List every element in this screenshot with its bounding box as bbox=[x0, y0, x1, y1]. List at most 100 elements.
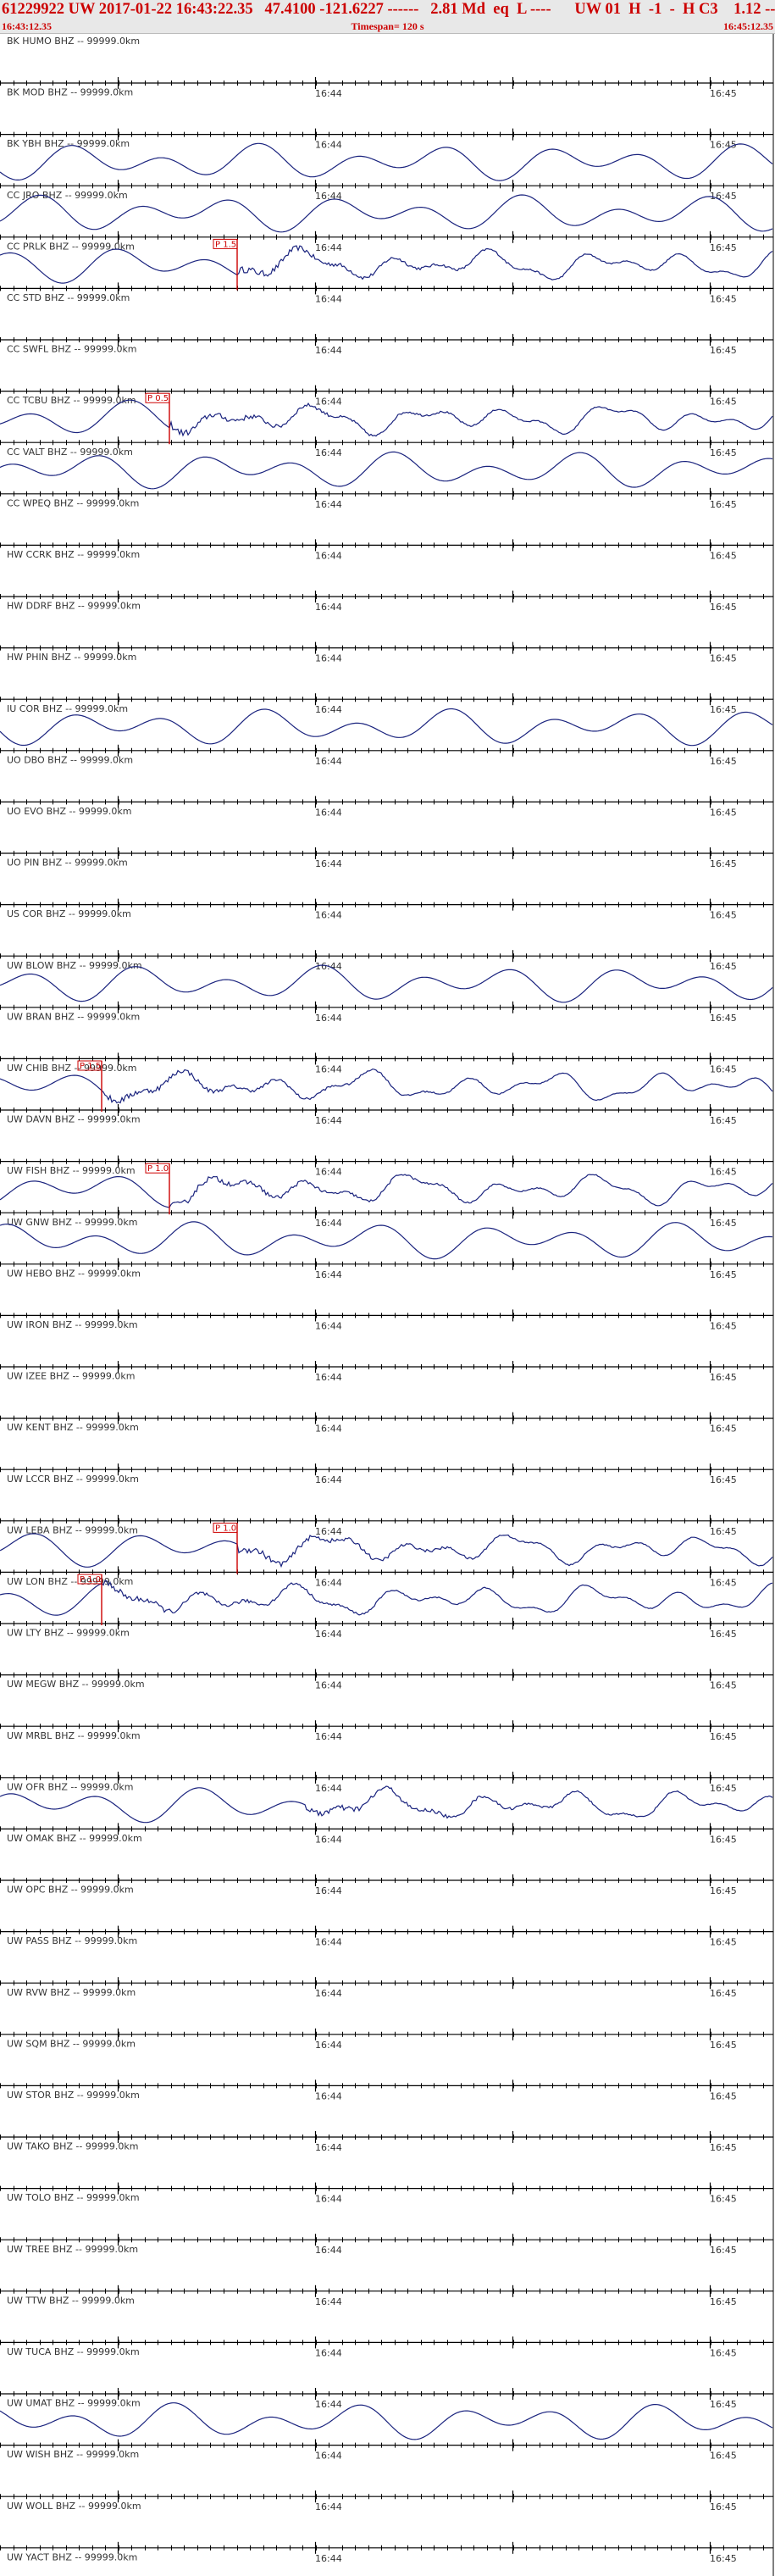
time-tick-label: 16:44 bbox=[315, 910, 342, 921]
trace-row: CC STD BHZ -- 99999.0km 16:44 16:45 bbox=[0, 292, 773, 356]
time-tick-label: 16:45 bbox=[710, 1885, 737, 1896]
time-tick-label: 16:44 bbox=[315, 1320, 342, 1331]
trace-row: US COR BHZ -- 99999.0km 16:44 16:45 bbox=[0, 908, 773, 972]
waveform bbox=[0, 1533, 773, 1568]
time-tick-label: 16:44 bbox=[315, 1167, 342, 1178]
trace-row: UW PASS BHZ -- 99999.0km 16:44 16:45 bbox=[0, 1935, 773, 1999]
time-tick-label: 16:45 bbox=[710, 140, 737, 151]
time-tick-label: 16:44 bbox=[315, 807, 342, 818]
station-label: UW YACT BHZ -- 99999.0km bbox=[7, 2551, 137, 2562]
station-label: HW PHIN BHZ -- 99999.0km bbox=[7, 652, 136, 663]
station-label: UW IRON BHZ -- 99999.0km bbox=[7, 1319, 138, 1330]
time-tick-label: 16:45 bbox=[710, 2090, 737, 2101]
time-tick-label: 16:45 bbox=[710, 191, 737, 202]
station-label: BK HUMO BHZ -- 99999.0km bbox=[7, 36, 140, 47]
station-label: UO PIN BHZ -- 99999.0km bbox=[7, 858, 128, 869]
pick-box bbox=[77, 1060, 102, 1071]
time-tick-label: 16:45 bbox=[710, 1526, 737, 1537]
time-tick-label: 16:44 bbox=[315, 1063, 342, 1074]
time-tick-label: 16:45 bbox=[710, 447, 737, 458]
time-tick-label: 16:44 bbox=[315, 345, 342, 356]
waveform bbox=[0, 399, 773, 437]
time-tick-label: 16:44 bbox=[315, 2142, 342, 2153]
time-tick-label: 16:44 bbox=[315, 756, 342, 767]
station-label: UW WISH BHZ -- 99999.0km bbox=[7, 2449, 139, 2460]
time-tick-label: 16:45 bbox=[710, 397, 737, 408]
time-tick-label: 16:45 bbox=[710, 602, 737, 613]
trace-row: UW LON BHZ -- 99999.0km 16:44 16:45 P 1.0 bbox=[0, 1574, 773, 1640]
time-tick-label: 16:45 bbox=[710, 2142, 737, 2153]
station-label: HW CCRK BHZ -- 99999.0km bbox=[7, 549, 140, 560]
timespan-label: Timespan= 120 s bbox=[351, 20, 424, 32]
pick-label: P 1.0 bbox=[215, 1524, 236, 1533]
station-label: UW LON BHZ -- 99999.0km bbox=[7, 1576, 133, 1587]
station-label: UW FISH BHZ -- 99999.0km bbox=[7, 1165, 136, 1176]
time-tick-label: 16:44 bbox=[315, 1783, 342, 1794]
trace-row: UW WOLL BHZ -- 99999.0km 16:44 16:45 bbox=[0, 2501, 773, 2564]
time-tick-label: 16:44 bbox=[315, 602, 342, 613]
time-tick-label: 16:44 bbox=[315, 2553, 342, 2564]
time-tick-label: 16:45 bbox=[710, 1167, 737, 1178]
trace-row: UW STOR BHZ -- 99999.0km 16:44 16:45 bbox=[0, 2090, 773, 2153]
trace-row: CC JRO BHZ -- 99999.0km 16:44 16:45 bbox=[0, 190, 773, 253]
station-label: UW TOLO BHZ -- 99999.0km bbox=[7, 2192, 140, 2203]
trace-row: UW LEBA BHZ -- 99999.0km 16:44 16:45 P 1.0 bbox=[0, 1522, 773, 1588]
time-tick-label: 16:44 bbox=[315, 704, 342, 715]
station-label: UW MEGW BHZ -- 99999.0km bbox=[7, 1679, 145, 1690]
time-tick-label: 16:45 bbox=[710, 2296, 737, 2307]
time-tick-label: 16:45 bbox=[710, 345, 737, 356]
time-tick-label: 16:44 bbox=[315, 1372, 342, 1383]
station-label: UW KENT BHZ -- 99999.0km bbox=[7, 1422, 139, 1433]
station-label: IU COR BHZ -- 99999.0km bbox=[7, 703, 128, 714]
trace-row: UO PIN BHZ -- 99999.0km 16:44 16:45 bbox=[0, 858, 773, 921]
station-label: CC VALT BHZ -- 99999.0km bbox=[7, 447, 133, 458]
time-tick-label: 16:45 bbox=[710, 858, 737, 869]
trace-row: UW MEGW BHZ -- 99999.0km 16:44 16:45 bbox=[0, 1679, 773, 1742]
waveform bbox=[0, 142, 773, 181]
time-tick-label: 16:44 bbox=[315, 2296, 342, 2307]
time-tick-label: 16:44 bbox=[315, 2451, 342, 2462]
trace-row: UW BRAN BHZ -- 99999.0km 16:44 16:45 bbox=[0, 1011, 773, 1074]
time-tick-label: 16:44 bbox=[315, 293, 342, 304]
time-tick-label: 16:45 bbox=[710, 1424, 737, 1435]
time-tick-label: 16:44 bbox=[315, 2399, 342, 2410]
station-label: UW TAKO BHZ -- 99999.0km bbox=[7, 2141, 138, 2152]
trace-row: CC TCBU BHZ -- 99999.0km 16:44 16:45 P 0.5 bbox=[0, 392, 773, 458]
time-tick-label: 16:44 bbox=[315, 653, 342, 664]
time-tick-label: 16:44 bbox=[315, 1680, 342, 1691]
time-tick-label: 16:44 bbox=[315, 1474, 342, 1485]
station-label: UW RVW BHZ -- 99999.0km bbox=[7, 1987, 136, 1998]
time-tick-label: 16:44 bbox=[315, 1834, 342, 1845]
trace-row: UW IRON BHZ -- 99999.0km 16:44 16:45 bbox=[0, 1319, 773, 1383]
seismogram-plot: BK HUMO BHZ -- 99999.0km 16:44 16:45 BK MOD… bbox=[0, 34, 774, 2576]
waveform bbox=[0, 708, 773, 747]
time-tick-label: 16:45 bbox=[710, 1269, 737, 1280]
waveform bbox=[0, 1174, 773, 1208]
time-tick-label: 16:44 bbox=[315, 2040, 342, 2051]
time-tick-label: 16:44 bbox=[315, 1269, 342, 1280]
trace-row: BK YBH BHZ -- 99999.0km 16:44 16:45 bbox=[0, 138, 773, 202]
station-label: UW BRAN BHZ -- 99999.0km bbox=[7, 1011, 140, 1022]
trace-row: CC VALT BHZ -- 99999.0km 16:44 16:45 bbox=[0, 447, 773, 510]
time-tick-label: 16:45 bbox=[710, 2245, 737, 2256]
trace-row: UW OPC BHZ -- 99999.0km 16:44 16:45 bbox=[0, 1885, 773, 1948]
time-tick-label: 16:44 bbox=[315, 447, 342, 458]
time-tick-label: 16:45 bbox=[710, 550, 737, 561]
station-label: UW GNW BHZ -- 99999.0km bbox=[7, 1217, 137, 1228]
waveform bbox=[0, 194, 773, 233]
time-tick-label: 16:45 bbox=[710, 2501, 737, 2512]
trace-row: HW PHIN BHZ -- 99999.0km 16:44 16:45 bbox=[0, 652, 773, 715]
time-tick-label: 16:44 bbox=[315, 242, 342, 253]
time-tick-label: 16:44 bbox=[315, 1424, 342, 1435]
time-tick-label: 16:45 bbox=[710, 2347, 737, 2358]
time-tick-label: 16:45 bbox=[710, 807, 737, 818]
trace-row: HW CCRK BHZ -- 99999.0km 16:44 16:45 bbox=[0, 549, 773, 613]
time-tick-label: 16:45 bbox=[710, 1731, 737, 1742]
time-tick-label: 16:45 bbox=[710, 1680, 737, 1691]
station-label: CC SWFL BHZ -- 99999.0km bbox=[7, 344, 137, 355]
time-tick-label: 16:45 bbox=[710, 88, 737, 99]
pick-label: P 1.0 bbox=[147, 1164, 169, 1174]
waveform bbox=[0, 2402, 773, 2440]
station-label: HW DDRF BHZ -- 99999.0km bbox=[7, 601, 141, 612]
station-label: CC PRLK BHZ -- 99999.0km bbox=[7, 241, 135, 252]
